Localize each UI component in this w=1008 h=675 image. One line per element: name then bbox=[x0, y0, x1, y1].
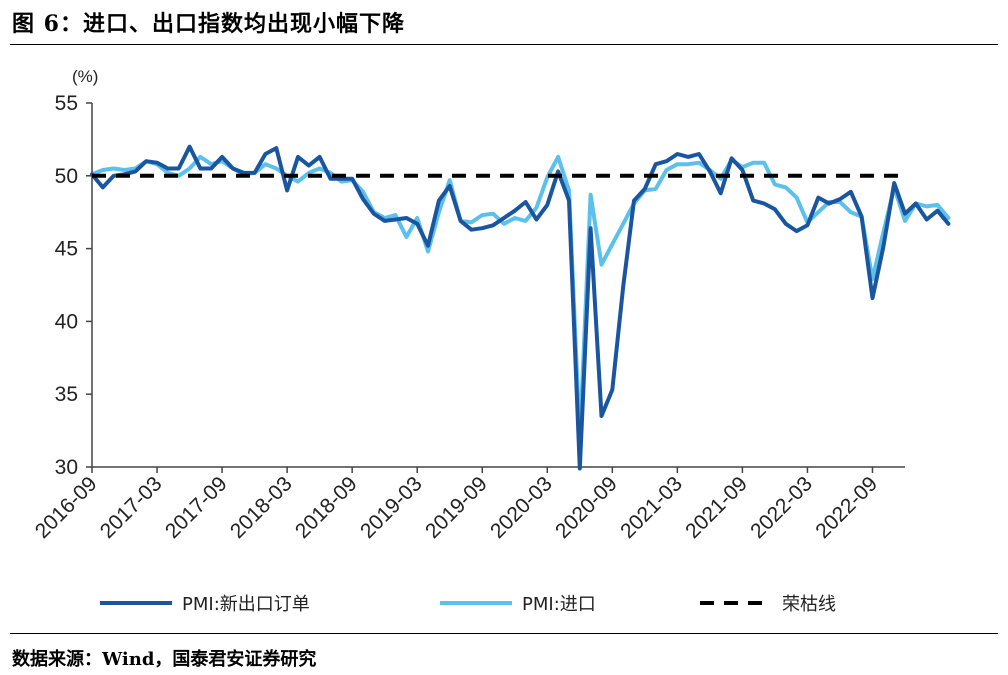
x-tick-label: 2016-09 bbox=[31, 472, 102, 543]
series-layer bbox=[90, 144, 951, 471]
x-tick-label: 2022-09 bbox=[811, 472, 882, 543]
x-tick-label: 2017-03 bbox=[96, 472, 167, 543]
legend-item-new-export-orders: PMI:新出口订单 bbox=[100, 594, 310, 615]
y-axis-unit: (%) bbox=[72, 67, 98, 86]
figure-title: 图 6：进口、出口指数均出现小幅下降 bbox=[12, 11, 405, 37]
x-tick-label: 2021-03 bbox=[616, 472, 687, 543]
legend-item-rongkuxian: 荣枯线 bbox=[700, 594, 836, 615]
x-tick-label: 2021-09 bbox=[681, 472, 752, 543]
y-tick-label: 45 bbox=[55, 238, 78, 261]
series-line-new-export-orders bbox=[90, 144, 951, 471]
x-tick-label: 2020-09 bbox=[551, 472, 622, 543]
y-tick-label: 35 bbox=[55, 383, 78, 406]
legend-label: 荣枯线 bbox=[782, 594, 836, 615]
x-tick-label: 2018-09 bbox=[291, 472, 362, 543]
y-tick-label: 40 bbox=[55, 310, 78, 333]
bottom-rule bbox=[10, 633, 998, 634]
axes bbox=[91, 103, 905, 468]
x-tick-label: 2019-03 bbox=[356, 472, 427, 543]
legend: PMI:新出口订单 PMI:进口 荣枯线 bbox=[100, 594, 836, 615]
y-tick-label: 30 bbox=[55, 456, 78, 479]
y-tick-label: 50 bbox=[55, 165, 78, 188]
legend-label: PMI:新出口订单 bbox=[182, 594, 310, 615]
x-tick-label: 2020-03 bbox=[486, 472, 557, 543]
top-rule bbox=[10, 44, 998, 45]
x-tick-label: 2022-03 bbox=[746, 472, 817, 543]
legend-label: PMI:进口 bbox=[522, 594, 596, 615]
x-tick-label: 2017-09 bbox=[161, 472, 232, 543]
y-axis-ticks: 30 35 40 45 50 55 bbox=[55, 92, 92, 479]
x-axis-ticks: 2016-092017-032017-092018-032018-092019-… bbox=[31, 467, 882, 543]
source-note: 数据来源：Wind，国泰君安证券研究 bbox=[12, 649, 317, 670]
x-tick-label: 2018-03 bbox=[226, 472, 297, 543]
y-tick-label: 55 bbox=[55, 92, 78, 115]
x-tick-label: 2019-09 bbox=[421, 472, 492, 543]
legend-item-imports: PMI:进口 bbox=[440, 594, 596, 615]
